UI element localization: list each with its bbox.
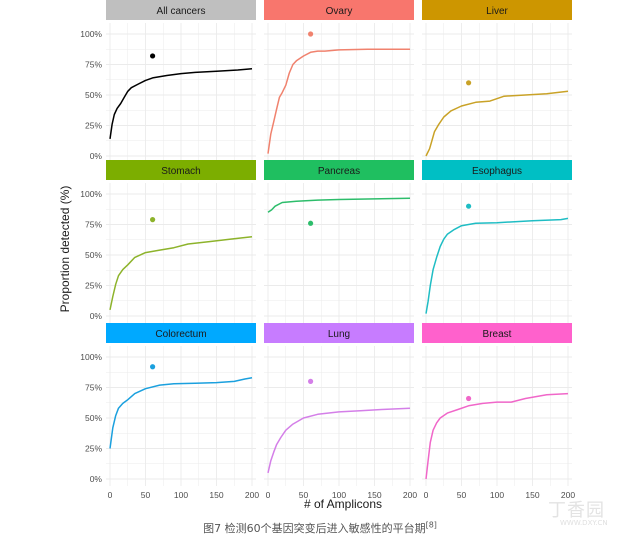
y-tick-label: 50% <box>85 413 102 423</box>
facet-strip <box>422 0 572 20</box>
facet-strip-label: Breast <box>483 329 512 340</box>
facet-panel-lung: Lung 0 50 100 150 200 <box>264 323 417 500</box>
x-tick-label: 200 <box>245 490 259 500</box>
facet-strip <box>264 323 414 343</box>
facet-strip <box>264 160 414 180</box>
facet-strip-label: Colorectum <box>155 329 206 340</box>
x-axis-title: # of Amplicons <box>304 497 382 511</box>
caption-reference: [8] <box>425 520 437 530</box>
facet-strip-label: All cancers <box>157 6 206 17</box>
y-tick-label: 75% <box>85 60 102 70</box>
facet-panel-colorectum: Colorectum 0% 25% 50% 75% 100% 0 50 100 150 200 <box>80 323 259 500</box>
y-tick-label: 100% <box>80 352 102 362</box>
caption-text: 图7 检测60个基因突变后进入敏感性的平台期 <box>203 522 426 535</box>
y-tick-label: 75% <box>85 220 102 230</box>
series-line-all-cancers <box>109 68 253 140</box>
facet-panel-liver: Liver <box>422 0 572 163</box>
y-axis-title: Proportion detected (%) <box>58 186 72 313</box>
marker-point-liver <box>466 80 472 86</box>
x-tick-label: 0 <box>108 490 113 500</box>
y-tick-label: 25% <box>85 121 102 131</box>
x-tick-label: 0 <box>424 490 429 500</box>
x-tick-label: 100 <box>332 490 346 500</box>
facet-panel-esophagus: Esophagus <box>422 160 572 323</box>
series-line-pancreas <box>267 197 411 213</box>
marker-point-pancreas <box>308 220 314 226</box>
x-tick-label: 150 <box>525 490 539 500</box>
marker-point-stomach <box>150 217 156 223</box>
panels-layer: All cancers 0% 25% 50% 75% 100% Ovary Liver Stom… <box>80 0 575 500</box>
watermark-url: WWW.DXY.CN <box>560 519 608 527</box>
marker-point-esophagus <box>466 203 472 209</box>
facet-strip-label: Stomach <box>161 166 200 177</box>
x-tick-label: 100 <box>174 490 188 500</box>
facet-strip <box>106 0 256 20</box>
y-tick-label: 100% <box>80 29 102 39</box>
x-tick-label: 50 <box>457 490 467 500</box>
facet-strip <box>106 160 256 180</box>
x-tick-label: 150 <box>209 490 223 500</box>
y-tick-label: 0% <box>90 151 103 161</box>
y-tick-label: 25% <box>85 444 102 454</box>
marker-point-lung <box>308 378 314 384</box>
facet-strip-label: Ovary <box>326 6 353 17</box>
x-tick-label: 100 <box>490 490 504 500</box>
y-tick-label: 50% <box>85 90 102 100</box>
facet-panel-ovary: Ovary <box>264 0 414 163</box>
y-tick-label: 25% <box>85 281 102 291</box>
facet-strip-label: Liver <box>486 6 508 17</box>
x-tick-label: 50 <box>299 490 309 500</box>
facet-panel-pancreas: Pancreas <box>264 160 414 323</box>
x-tick-label: 150 <box>367 490 381 500</box>
x-tick-label: 200 <box>561 490 575 500</box>
marker-point-colorectum <box>150 364 156 370</box>
marker-point-all-cancers <box>150 53 156 59</box>
facet-panel-stomach: Stomach 0% 25% 50% 75% 100% <box>80 160 256 323</box>
marker-point-breast <box>466 395 472 402</box>
series-line-lung <box>267 407 411 474</box>
y-tick-label: 50% <box>85 250 102 260</box>
facet-strip <box>106 323 256 343</box>
facet-panel-breast: Breast 0 50 100 150 200 <box>422 323 575 500</box>
facet-panel-all-cancers: All cancers 0% 25% 50% 75% 100% <box>80 0 256 163</box>
facet-strip <box>422 160 572 180</box>
y-tick-label: 75% <box>85 383 102 393</box>
facet-strip <box>422 323 572 343</box>
series-line-liver <box>425 90 569 157</box>
watermark-logo: 丁香园 <box>548 500 605 521</box>
figure-caption: 图7 检测60个基因突变后进入敏感性的平台期[8] <box>0 520 640 536</box>
series-line-ovary <box>267 48 410 154</box>
facet-strip-label: Esophagus <box>472 166 522 177</box>
facet-strip-label: Pancreas <box>318 166 360 177</box>
series-line-breast <box>425 392 569 480</box>
x-tick-label: 50 <box>141 490 151 500</box>
facet-strip <box>264 0 414 20</box>
y-tick-label: 100% <box>80 189 102 199</box>
facet-strip-label: Lung <box>328 329 350 340</box>
marker-point-ovary <box>308 31 314 37</box>
y-tick-label: 0% <box>90 474 103 484</box>
y-tick-label: 0% <box>90 311 103 321</box>
series-line-esophagus <box>425 217 569 314</box>
x-tick-label: 200 <box>403 490 417 500</box>
x-tick-label: 0 <box>266 490 271 500</box>
series-line-colorectum <box>109 376 253 449</box>
series-line-stomach <box>109 235 253 311</box>
